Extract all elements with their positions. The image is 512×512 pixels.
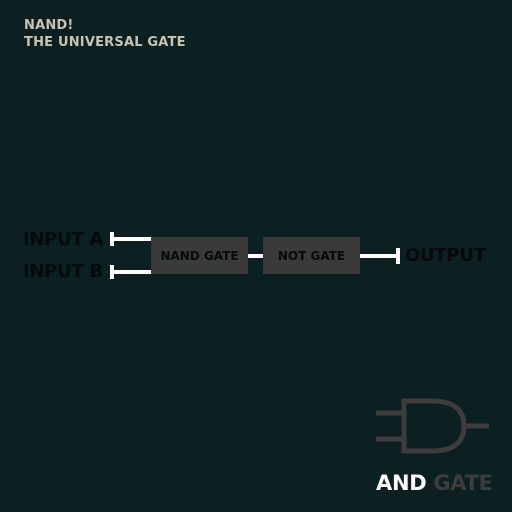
input-b-label: INPUT B [23, 261, 103, 282]
title-subheading: THE UNIVERSAL GATE [24, 35, 186, 50]
target-gate-label: AND GATE [376, 471, 493, 495]
target-word-and: AND [376, 471, 427, 495]
input-a-label: INPUT A [23, 229, 103, 250]
title-heading: NAND! [24, 18, 74, 33]
and-gate-icon [376, 398, 489, 454]
output-label: OUTPUT [405, 245, 486, 266]
nand-gate-block[interactable]: NAND GATE [151, 237, 248, 274]
not-gate-block[interactable]: NOT GATE [263, 237, 360, 274]
target-word-gate: GATE [433, 471, 493, 495]
